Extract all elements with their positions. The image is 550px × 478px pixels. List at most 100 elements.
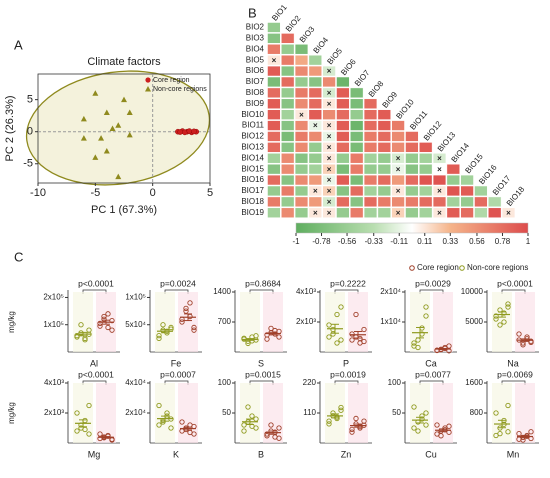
- column-label: BIO4: [312, 35, 331, 55]
- heat-cell: [267, 76, 281, 88]
- heat-cell: [350, 185, 364, 197]
- heat-cell: [281, 185, 295, 197]
- dot: [349, 426, 355, 433]
- p-value: p=0.0069: [497, 369, 533, 379]
- heat-cell: [474, 185, 488, 197]
- y-tick-label: 2x10³: [296, 317, 316, 326]
- group-shade: [348, 383, 368, 443]
- heat-cell: [391, 207, 405, 218]
- dot: [160, 322, 166, 328]
- heat-cell: [267, 109, 281, 120]
- insignificant-mark: ×: [396, 208, 401, 217]
- heat-cell: [294, 109, 309, 120]
- heat-cell: [405, 207, 419, 218]
- heat-cell: [363, 174, 378, 186]
- point: [103, 109, 110, 115]
- heat-cell: [363, 163, 378, 175]
- panel-title: P: [343, 358, 349, 368]
- insignificant-mark: ×: [313, 121, 318, 130]
- heat-cell: [322, 131, 336, 142]
- insignificant-mark: ×: [327, 88, 332, 97]
- heat-cell: [363, 196, 378, 208]
- heat-cell: [336, 142, 350, 153]
- point: [177, 129, 183, 135]
- heat-cell: [308, 131, 322, 142]
- dot: [101, 313, 107, 320]
- legend-marker: [145, 77, 151, 83]
- row-label: BIO4: [246, 44, 265, 53]
- row-label: BIO3: [246, 33, 265, 42]
- y-tick-label: 2x10⁵: [43, 293, 64, 302]
- heat-cell: [377, 196, 391, 208]
- dot: [264, 433, 270, 439]
- insignificant-mark: ×: [327, 176, 332, 185]
- colorbar-tick-label: 0.11: [417, 237, 433, 246]
- heat-cell: [419, 185, 433, 197]
- row-label: BIO8: [246, 88, 265, 97]
- heat-cell: [281, 98, 295, 109]
- dot: [179, 319, 185, 325]
- heat-cell: [308, 196, 322, 208]
- heat-cell: [405, 196, 419, 208]
- y-tick-label: 110: [303, 408, 316, 417]
- heat-cell: [350, 196, 364, 208]
- heat-cell: [336, 120, 350, 131]
- dot: [105, 324, 111, 331]
- dot: [434, 422, 440, 428]
- heat-cell: [350, 207, 364, 218]
- x-tick-label: -10: [30, 187, 46, 199]
- point: [115, 122, 122, 128]
- column-label: BIO1: [270, 2, 289, 22]
- row-label: BIO14: [241, 153, 264, 162]
- dot: [423, 313, 429, 319]
- heat-cell: [308, 76, 322, 88]
- heat-cell: [322, 185, 336, 197]
- column-label: BIO14: [450, 141, 472, 165]
- heat-cell: [336, 207, 350, 218]
- row-label: BIO2: [246, 23, 265, 32]
- heat-cell: [377, 142, 391, 153]
- dot: [97, 320, 103, 327]
- heat-cell: [267, 65, 281, 77]
- y-axis-label: mg/kg: [7, 402, 16, 424]
- heat-cell: [294, 65, 309, 77]
- heat-cell: [501, 207, 516, 218]
- y-tick-label: 1x10⁵: [125, 293, 146, 302]
- colorbar-tick-label: 1: [526, 237, 531, 246]
- dot: [493, 410, 499, 416]
- heat-cell: [294, 174, 309, 186]
- heat-cell: [281, 44, 295, 55]
- dot: [501, 319, 507, 325]
- heat-cell: [308, 185, 322, 197]
- dot: [446, 423, 452, 429]
- y-tick-label: 4x10³: [296, 287, 316, 296]
- colorbar-tick-label: -1: [292, 237, 300, 246]
- dot: [415, 344, 421, 351]
- heat-cell: [363, 185, 378, 197]
- insignificant-mark: ×: [327, 154, 332, 163]
- heat-cell: [350, 98, 364, 109]
- y-tick-label: 220: [303, 378, 317, 387]
- dot: [415, 428, 421, 434]
- heat-cell: [460, 207, 474, 218]
- group-shade: [348, 292, 368, 352]
- dot: [82, 426, 88, 433]
- column-label: BIO15: [463, 152, 485, 176]
- heat-cell: [350, 153, 364, 164]
- heat-cell: [281, 65, 295, 77]
- column-label: BIO5: [325, 46, 344, 66]
- heat-cell: [336, 98, 350, 109]
- heat-cell: [281, 142, 295, 153]
- insignificant-mark: ×: [396, 165, 401, 174]
- legend-marker: [459, 265, 465, 271]
- y-axis-label: PC 2 (26.3%): [4, 95, 16, 161]
- dot: [164, 410, 170, 416]
- heat-cell: [363, 153, 378, 164]
- y-tick-label: 1600: [465, 378, 483, 387]
- colorbar-tick-label: -0.56: [338, 237, 357, 246]
- heat-cell: [363, 120, 378, 131]
- heat-cell: [377, 131, 391, 142]
- dot: [528, 429, 534, 435]
- heat-cell: [377, 185, 391, 197]
